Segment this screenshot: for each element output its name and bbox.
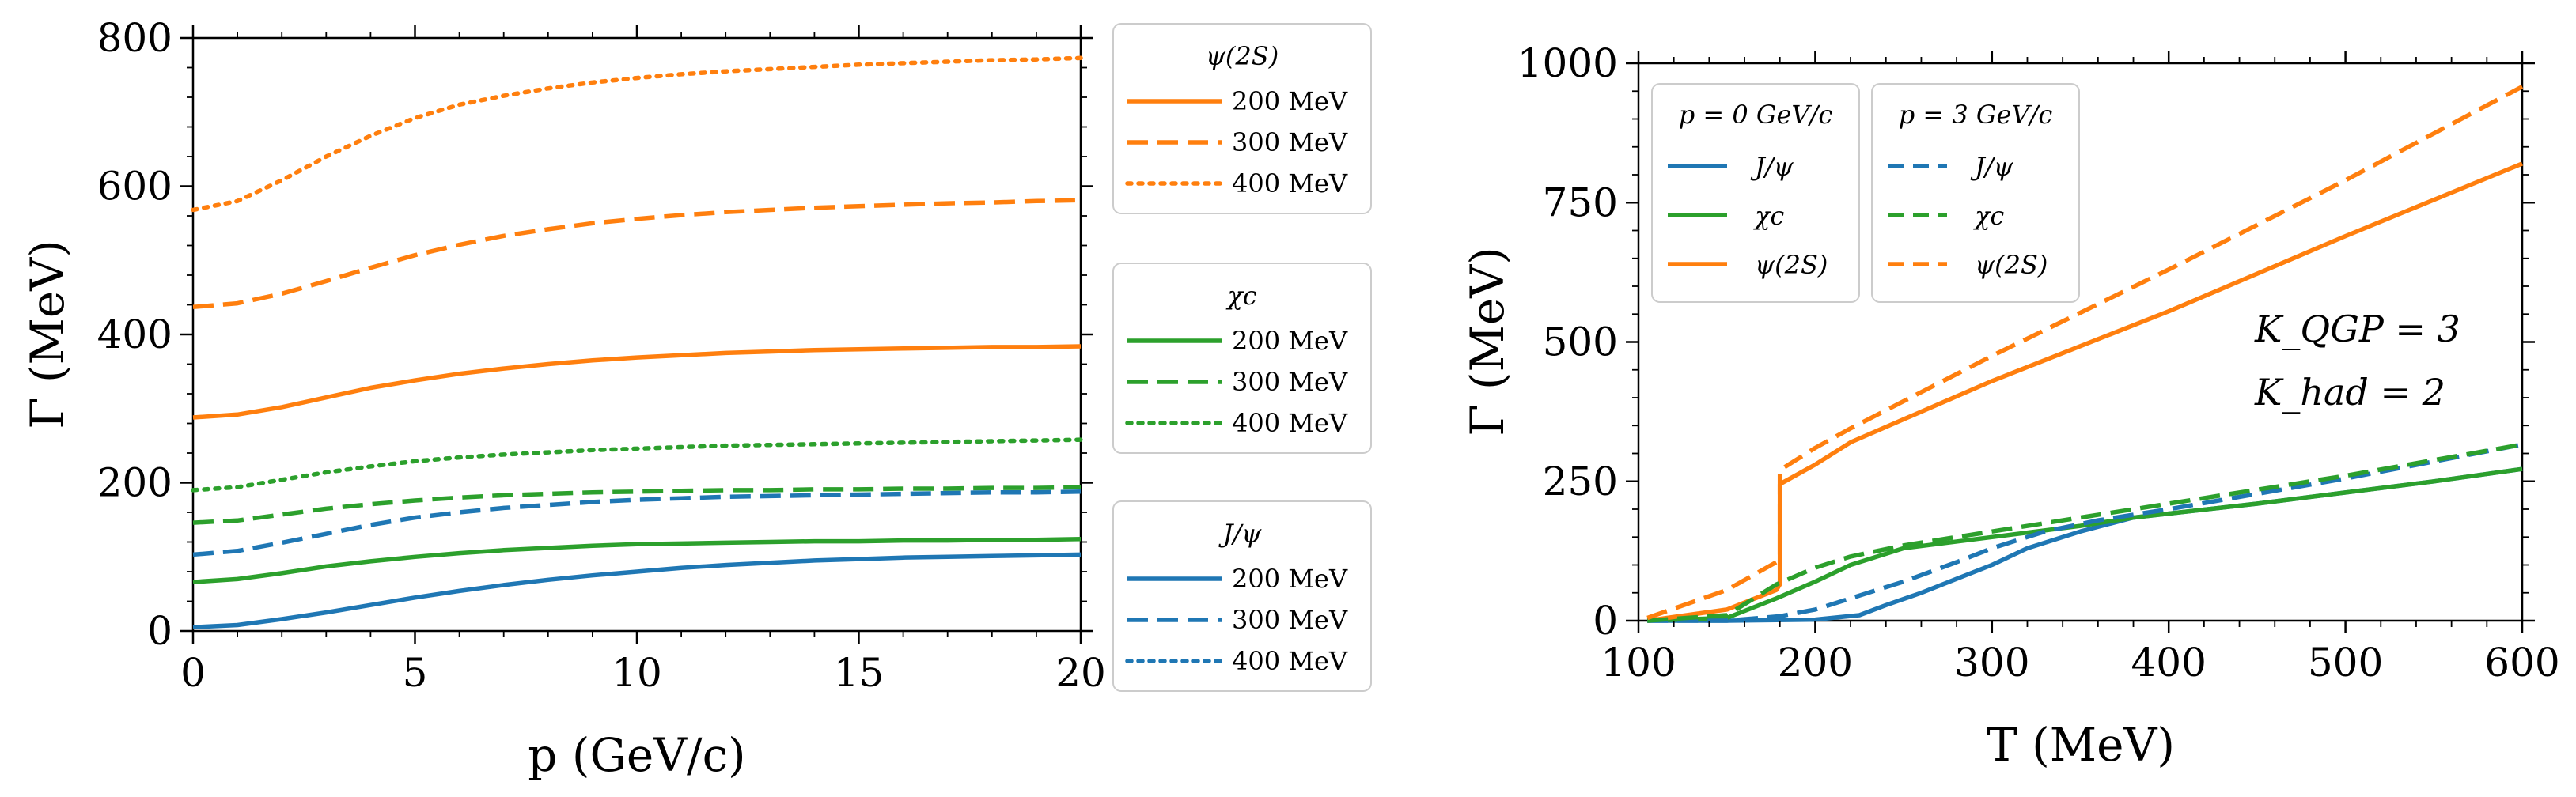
left-series-2s-300-mev (192, 198, 1082, 310)
left-y-tick-label: 600 (97, 164, 172, 210)
left-x-tick-label: 20 (1055, 650, 1106, 696)
legend-entry-label: J/ψ (1750, 152, 1794, 182)
right-axis-ticks: 100 200 300 400 500 600 0 250 500 750 1000 (1517, 40, 2560, 686)
left-x-axis-title: p (GeV/c) (528, 728, 745, 782)
legend-entry-label: ψ(2S) (1755, 250, 1828, 280)
right-legend-group: p = 0 GeV/c J/ψ χc ψ(2S) p = 3 GeV/c J/ψ χc ψ(2… (1651, 83, 2080, 303)
right-series-2s-p-0 (1646, 161, 2524, 623)
right-y-tick-label: 0 (1593, 598, 1618, 644)
legend-entry-label: 300 MeV (1232, 605, 1348, 635)
right-x-tick-label: 500 (2308, 640, 2383, 686)
right-y-axis-title: Γ (MeV) (1460, 247, 1514, 436)
left-x-tick-label: 5 (403, 650, 428, 696)
legend-title: χc (1225, 281, 1256, 311)
left-y-tick-label: 800 (97, 15, 172, 61)
right-series-2s-p-3 (1646, 85, 2524, 621)
right-series-j-p-3 (1647, 442, 2523, 623)
right-x-tick-label: 200 (1778, 640, 1853, 686)
right-y-tick-label: 750 (1543, 179, 1618, 225)
legend-entry-label: 400 MeV (1232, 646, 1348, 676)
legend-box (1112, 23, 1372, 214)
left-series-2s-200-mev (192, 344, 1082, 420)
left-series-2s-400-mev (191, 55, 1083, 213)
legend-entry-label: 200 MeV (1232, 86, 1348, 116)
left-y-tick-label: 0 (147, 608, 172, 654)
legend-psi2s: ψ(2S) 200 MeV 300 MeV 400 MeV (1112, 23, 1372, 214)
legend-jpsi: J/ψ 200 MeV 300 MeV 400 MeV (1112, 500, 1372, 692)
kqgp-annotation: K_QGP = 3 (2254, 308, 2460, 350)
legend-entry-label: χc (1753, 201, 1784, 231)
right-x-tick-label: 300 (1954, 640, 2029, 686)
legend-box (1651, 83, 1860, 303)
right-x-tick-label: 600 (2484, 640, 2559, 686)
left-series-c-300-mev (192, 485, 1082, 525)
legend-entry-label: 300 MeV (1232, 127, 1348, 157)
width-vs-temperature-panel: 100 200 300 400 500 600 0 250 500 750 1000 T (MeV)… (1460, 40, 2560, 772)
legend-p0: p = 0 GeV/c J/ψ χc ψ(2S) (1651, 83, 1860, 303)
right-y-tick-label: 500 (1543, 319, 1618, 365)
legend-box (1112, 500, 1372, 692)
khad-annotation: K_had = 2 (2254, 371, 2445, 414)
left-y-tick-label: 200 (97, 460, 172, 506)
left-x-tick-label: 15 (834, 650, 885, 696)
left-series-c-400-mev (191, 437, 1083, 493)
legend-title: J/ψ (1218, 519, 1263, 549)
legend-title: p = 0 GeV/c (1679, 100, 1833, 130)
right-x-axis-title: T (MeV) (1987, 718, 2175, 772)
left-y-axis-title: Γ (MeV) (21, 240, 74, 429)
right-y-tick-label: 250 (1543, 459, 1618, 504)
right-y-tick-label: 1000 (1517, 40, 1618, 86)
legend-entry-label: 200 MeV (1232, 326, 1348, 356)
right-x-tick-label: 100 (1601, 640, 1676, 686)
legend-box (1871, 83, 2080, 303)
right-series-c-p-3 (1647, 442, 2523, 623)
left-series-c-200-mev (192, 537, 1082, 584)
legend-entry-label: 400 MeV (1232, 408, 1348, 438)
legend-box (1112, 263, 1372, 454)
legend-p3: p = 3 GeV/c J/ψ χc ψ(2S) (1871, 83, 2080, 303)
legend-title: p = 3 GeV/c (1899, 100, 2053, 130)
legend-entry-label: J/ψ (1970, 152, 2014, 182)
legend-entry-label: ψ(2S) (1975, 250, 2048, 280)
legend-entry-label: 400 MeV (1232, 168, 1348, 198)
left-series-j-200-mev (192, 552, 1082, 630)
left-x-tick-label: 10 (612, 650, 662, 696)
legend-chic: χc 200 MeV 300 MeV 400 MeV (1112, 263, 1372, 454)
right-series-group (1646, 85, 2524, 623)
left-series-group (191, 55, 1083, 630)
legend-entry-label: 200 MeV (1232, 564, 1348, 594)
legend-title: ψ(2S) (1206, 41, 1279, 71)
left-y-tick-label: 400 (97, 312, 172, 357)
legend-entry-label: 300 MeV (1232, 367, 1348, 397)
left-legend-group: ψ(2S) 200 MeV 300 MeV 400 MeV χc 200 MeV 300 M… (1112, 23, 1372, 692)
legend-entry-label: χc (1973, 201, 2004, 231)
left-x-tick-label: 0 (180, 650, 206, 696)
right-series-c-p-0 (1647, 466, 2523, 623)
right-x-tick-label: 400 (2131, 640, 2206, 686)
